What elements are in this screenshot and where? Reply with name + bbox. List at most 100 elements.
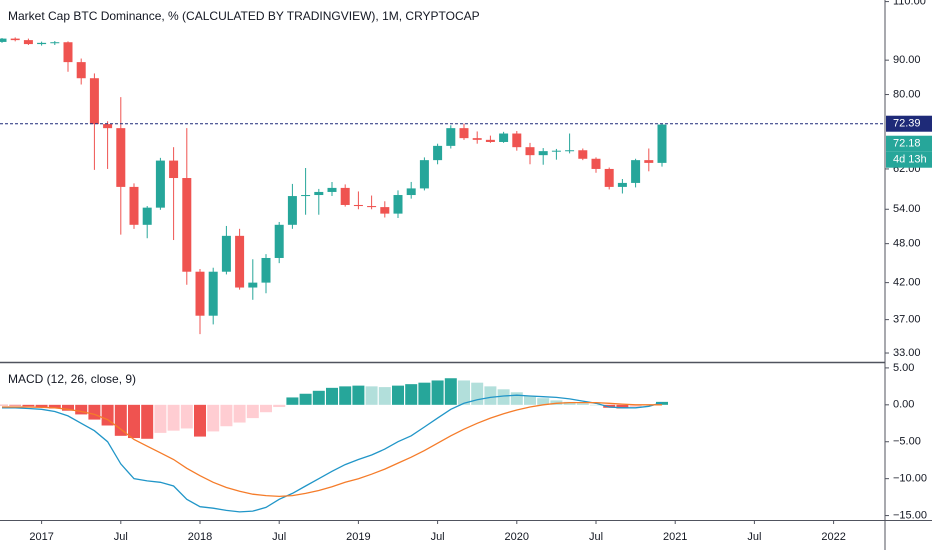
y-tick-label: 37.00 bbox=[893, 314, 921, 326]
candle-body bbox=[367, 206, 377, 208]
candle-body bbox=[472, 138, 482, 140]
histogram-bar bbox=[88, 404, 101, 420]
macd-title: MACD (12, 26, close, 9) bbox=[8, 372, 136, 386]
histogram-bar bbox=[299, 393, 312, 405]
histogram-bar bbox=[233, 404, 246, 423]
x-tick-label: 2018 bbox=[188, 531, 212, 543]
histogram-bar bbox=[35, 404, 48, 408]
candle-body bbox=[657, 124, 667, 163]
macd-line bbox=[2, 394, 663, 513]
histogram-bar bbox=[616, 404, 629, 409]
histogram-bar bbox=[418, 382, 431, 405]
x-tick-label: Jul bbox=[272, 531, 286, 543]
candle-body bbox=[195, 271, 205, 316]
histogram-bar bbox=[510, 392, 523, 405]
y-tick-label: 0.00 bbox=[893, 399, 914, 411]
candle-body bbox=[551, 150, 561, 152]
countdown-label: 4d 13h bbox=[893, 154, 927, 166]
candle-body bbox=[142, 207, 152, 225]
histogram-bar bbox=[365, 386, 378, 405]
candle-body bbox=[23, 40, 33, 45]
candle-body bbox=[116, 128, 126, 187]
candle-body bbox=[512, 133, 522, 148]
y-tick-label: 48.00 bbox=[893, 238, 921, 250]
candle-body bbox=[274, 224, 284, 258]
histogram-bar bbox=[576, 403, 589, 405]
y-tick-label: −10.00 bbox=[893, 473, 927, 485]
candle-body bbox=[89, 78, 99, 125]
y-tick-label: 80.00 bbox=[893, 88, 921, 100]
candle-body bbox=[76, 62, 86, 79]
candle-body bbox=[50, 42, 60, 44]
countdown-box bbox=[886, 151, 932, 168]
candle-body bbox=[37, 42, 47, 45]
histogram-bar bbox=[273, 404, 286, 408]
histogram-bar bbox=[154, 404, 167, 433]
candle-body bbox=[433, 145, 443, 161]
axes: 110.0090.0080.0062.0054.0048.0042.0037.0… bbox=[29, 0, 932, 543]
histogram-bar bbox=[484, 386, 497, 405]
x-tick-label: Jul bbox=[589, 531, 603, 543]
macd-pane bbox=[0, 367, 889, 517]
histogram-bar bbox=[180, 404, 193, 429]
histogram-bar bbox=[431, 380, 444, 405]
candle-body bbox=[261, 257, 271, 283]
histogram-bar bbox=[458, 380, 470, 405]
histogram-bar bbox=[590, 404, 602, 406]
x-tick-label: 2019 bbox=[346, 531, 370, 543]
y-tick-label: 33.00 bbox=[893, 347, 921, 359]
candle-body bbox=[617, 182, 627, 187]
candle-body bbox=[485, 139, 495, 142]
histogram-bar bbox=[326, 387, 338, 405]
histogram-bar bbox=[207, 404, 220, 432]
candle-body bbox=[393, 195, 403, 214]
histogram-bar bbox=[22, 404, 35, 407]
histogram-bar bbox=[9, 404, 22, 406]
candle-body bbox=[446, 128, 456, 146]
histogram-bar bbox=[352, 385, 365, 405]
candle-body bbox=[129, 186, 139, 225]
candle-body bbox=[314, 191, 324, 196]
histogram-bar bbox=[629, 404, 642, 408]
macd-line bbox=[2, 401, 662, 498]
histogram-bar bbox=[444, 378, 457, 405]
candle-body bbox=[565, 150, 575, 152]
candle-body bbox=[0, 38, 7, 42]
y-tick-label: 110.00 bbox=[893, 0, 926, 7]
histogram-bar bbox=[246, 404, 259, 419]
histogram-bar bbox=[550, 400, 563, 405]
y-tick-label: −15.00 bbox=[893, 509, 927, 521]
last-price-label: 72.18 bbox=[893, 138, 921, 150]
candle-body bbox=[538, 151, 548, 156]
y-tick-label: 54.00 bbox=[893, 203, 921, 215]
candle-body bbox=[103, 124, 113, 129]
histogram-bar bbox=[128, 404, 140, 439]
candle-body bbox=[499, 133, 509, 142]
candle-body bbox=[10, 38, 20, 41]
candle-body bbox=[591, 158, 601, 169]
histogram-bar bbox=[75, 404, 88, 415]
histogram-bar bbox=[392, 385, 404, 405]
candle-body bbox=[340, 187, 350, 205]
candle-body bbox=[644, 160, 654, 163]
hline-price-box bbox=[886, 115, 932, 132]
histogram-bar bbox=[312, 390, 325, 405]
x-tick-label: Jul bbox=[747, 531, 761, 543]
candle-body bbox=[380, 207, 390, 214]
candle-body bbox=[578, 150, 588, 159]
histogram-bar bbox=[62, 404, 74, 411]
x-tick-label: 2021 bbox=[663, 531, 687, 543]
candle-body bbox=[459, 128, 469, 139]
candle-body bbox=[182, 178, 192, 272]
y-tick-label: 5.00 bbox=[893, 362, 914, 374]
x-tick-label: 2020 bbox=[505, 531, 529, 543]
histogram-bar bbox=[405, 384, 418, 405]
histogram-bar bbox=[563, 401, 576, 405]
candle-body bbox=[327, 187, 337, 192]
last-price-box bbox=[886, 135, 932, 152]
histogram-bar bbox=[260, 404, 272, 413]
candle-body bbox=[169, 160, 179, 179]
candle-body bbox=[631, 160, 641, 183]
histogram-bar bbox=[141, 404, 154, 439]
